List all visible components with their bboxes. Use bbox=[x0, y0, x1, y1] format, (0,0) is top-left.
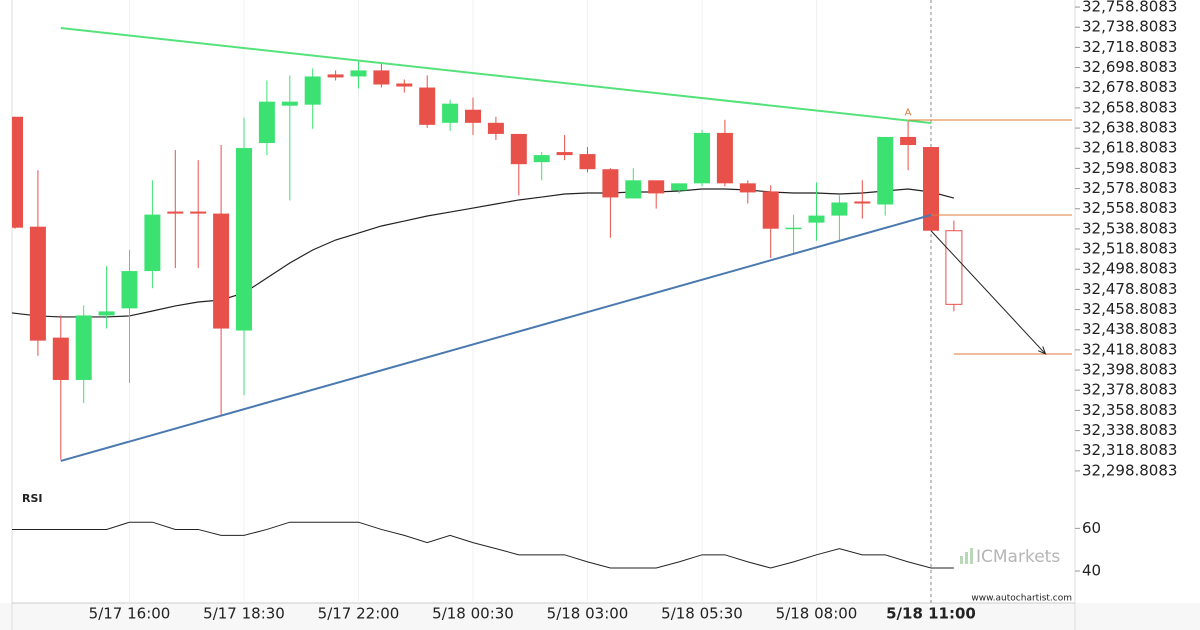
candle-body bbox=[945, 230, 963, 305]
candle-body bbox=[396, 83, 413, 87]
y-tick-label: 32,378.8083 bbox=[1082, 381, 1177, 399]
candle-body bbox=[190, 211, 207, 214]
candle-body bbox=[556, 152, 573, 156]
candle-body bbox=[281, 101, 298, 106]
candle-body bbox=[831, 202, 848, 216]
candle-body bbox=[900, 136, 917, 146]
candle-body bbox=[602, 169, 619, 198]
candle-body bbox=[29, 226, 46, 341]
candle-body bbox=[854, 201, 871, 204]
candle-body bbox=[762, 191, 779, 229]
candle-body bbox=[350, 70, 367, 77]
y-tick-label: 32,298.8083 bbox=[1082, 461, 1177, 479]
y-tick-label: 32,678.8083 bbox=[1082, 78, 1177, 96]
y-tick-label: 32,618.8083 bbox=[1082, 139, 1177, 157]
moving-average bbox=[11, 188, 955, 318]
candle-body bbox=[419, 87, 436, 125]
y-tick-label: 32,638.8083 bbox=[1082, 119, 1177, 137]
y-tick-label: 32,758.8083 bbox=[1082, 0, 1177, 16]
candle-body bbox=[121, 271, 138, 309]
y-tick-label: 32,478.8083 bbox=[1082, 280, 1177, 298]
y-tick-label: 32,418.8083 bbox=[1082, 340, 1177, 358]
candle-body bbox=[144, 214, 161, 272]
candle-body bbox=[258, 101, 275, 143]
candle-body bbox=[877, 136, 894, 205]
candle-body bbox=[579, 154, 596, 170]
x-tick-label: 5/18 11:00 bbox=[886, 605, 976, 623]
candle-body bbox=[739, 183, 756, 193]
x-tick-label: 5/18 03:00 bbox=[547, 605, 629, 623]
candle-body bbox=[327, 74, 344, 78]
candle-body bbox=[648, 180, 665, 194]
rsi-line bbox=[12, 521, 954, 569]
watermark-icon bbox=[960, 548, 973, 564]
y-tick-label: 32,718.8083 bbox=[1082, 38, 1177, 56]
y-tick-label: 32,498.8083 bbox=[1082, 260, 1177, 278]
source: www.autochartist.com bbox=[971, 594, 1072, 604]
y-tick-label: 32,558.8083 bbox=[1082, 199, 1177, 217]
candle-body bbox=[923, 147, 939, 231]
x-tick-label: 5/17 16:00 bbox=[89, 605, 171, 623]
y-tick-label: 32,738.8083 bbox=[1082, 18, 1177, 36]
forecast-arrow bbox=[930, 230, 1046, 355]
candle-body bbox=[625, 180, 642, 199]
y-tick-label: 32,698.8083 bbox=[1082, 58, 1177, 76]
candle-body bbox=[442, 103, 459, 123]
candle-body bbox=[304, 76, 321, 105]
y-tick-label: 32,438.8083 bbox=[1082, 320, 1177, 338]
y-tick-label: 32,598.8083 bbox=[1082, 159, 1177, 177]
y-tick-label: 32,658.8083 bbox=[1082, 98, 1177, 116]
x-tick-label: 5/17 22:00 bbox=[318, 605, 400, 623]
candle-body bbox=[167, 211, 184, 214]
candle-body bbox=[98, 311, 115, 316]
y-tick-label: 32,318.8083 bbox=[1082, 441, 1177, 459]
trend-line bbox=[60, 214, 932, 462]
candle-body bbox=[373, 70, 390, 85]
arrow-head bbox=[1037, 346, 1047, 355]
y-tick-label: 32,338.8083 bbox=[1082, 421, 1177, 439]
candle-body bbox=[12, 116, 23, 228]
y-tick-label: 32,398.8083 bbox=[1082, 361, 1177, 379]
watermark: ICMarkets bbox=[976, 547, 1060, 567]
candle-body bbox=[52, 337, 69, 380]
candle-body bbox=[236, 148, 252, 331]
candle-body bbox=[808, 215, 825, 223]
panel-title: RSI bbox=[22, 492, 43, 505]
candle-body bbox=[533, 155, 550, 163]
x-tick-label: 5/18 05:30 bbox=[661, 605, 743, 623]
x-axis-band bbox=[0, 603, 1200, 630]
candle-body bbox=[75, 315, 92, 380]
x-tick-label: 5/18 08:00 bbox=[776, 605, 858, 623]
candle-body bbox=[694, 132, 710, 184]
x-tick-label: 5/18 00:30 bbox=[432, 605, 514, 623]
x-tick-label: 5/17 18:30 bbox=[203, 605, 285, 623]
y-tick-label: 32,578.8083 bbox=[1082, 179, 1177, 197]
y-tick-label: 32,518.8083 bbox=[1082, 240, 1177, 258]
candle-body bbox=[213, 213, 230, 329]
y-tick-label: 32,458.8083 bbox=[1082, 300, 1177, 318]
y-tick-label: 60 bbox=[1082, 519, 1101, 537]
y-tick-label: 32,538.8083 bbox=[1082, 219, 1177, 237]
candle-body bbox=[671, 183, 688, 191]
trend-line bbox=[60, 27, 932, 125]
candle-body bbox=[465, 109, 481, 123]
candle-body bbox=[785, 227, 802, 230]
marker-label: A bbox=[905, 108, 912, 119]
y-tick-label: 32,358.8083 bbox=[1082, 401, 1177, 419]
candle-body bbox=[487, 122, 504, 134]
y-tick-label: 40 bbox=[1082, 562, 1101, 580]
candle-body bbox=[716, 132, 733, 184]
candle-body bbox=[510, 133, 527, 165]
